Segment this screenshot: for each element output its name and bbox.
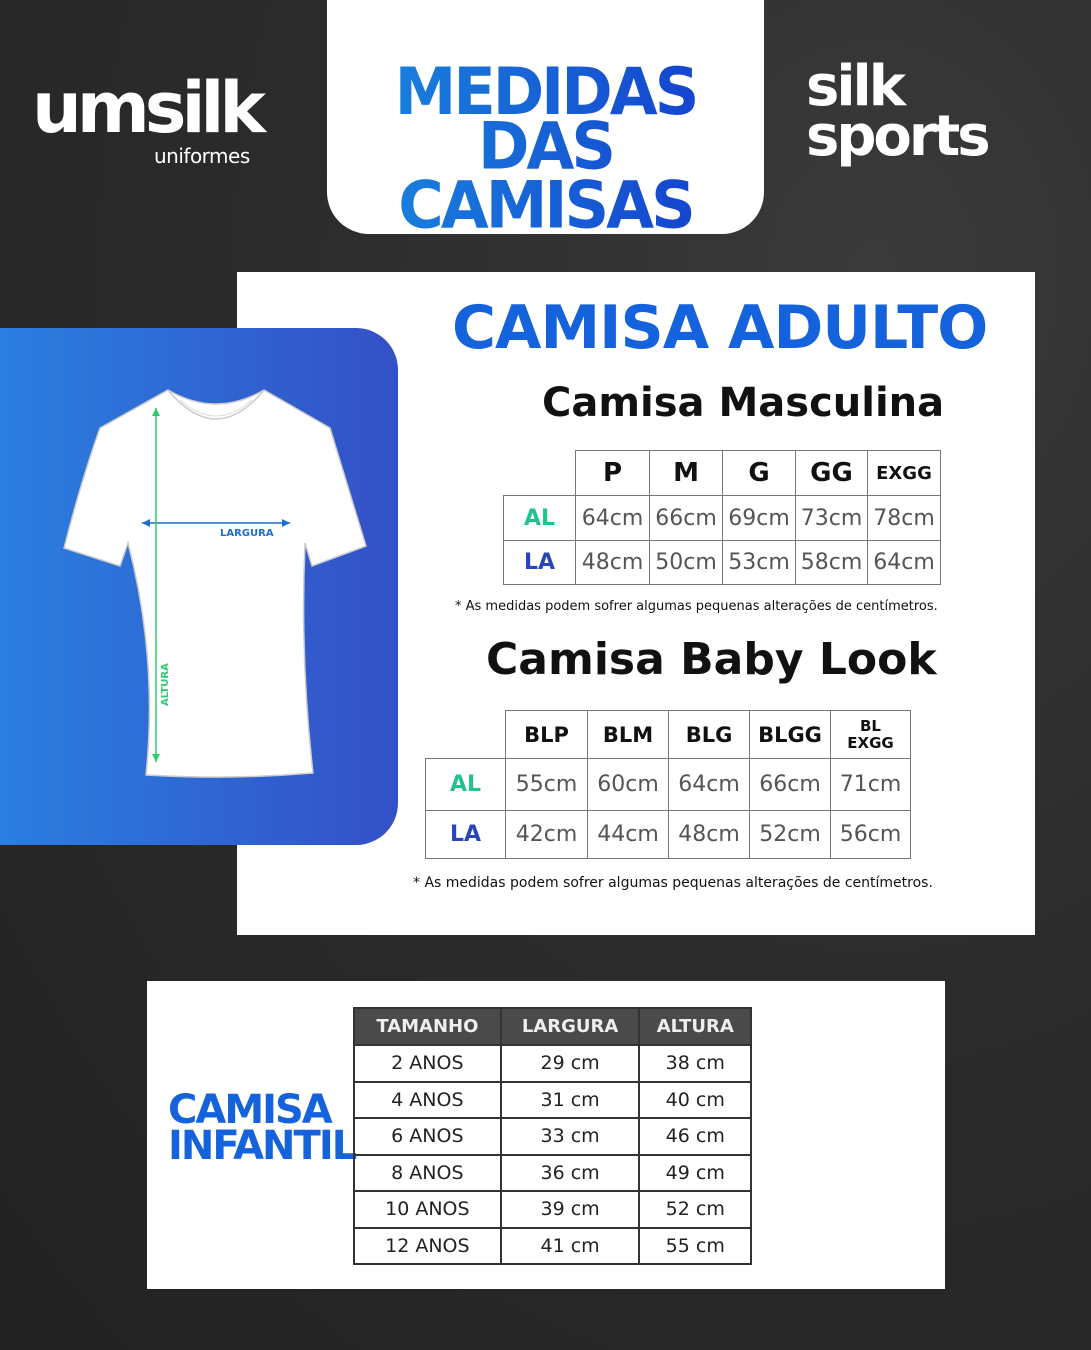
table-cell: 38 cm bbox=[638, 1044, 752, 1083]
width-label: LARGURA bbox=[220, 528, 274, 539]
tshirt-diagram: LARGURA ALTURA bbox=[63, 389, 367, 778]
table-cell: 40 cm bbox=[638, 1080, 752, 1119]
table-cell: 49 cm bbox=[638, 1153, 752, 1192]
table-row: LA 48cm 50cm 53cm 58cm 64cm bbox=[503, 540, 941, 585]
table-row: 8 ANOS 36 cm 49 cm bbox=[353, 1153, 752, 1192]
table-row: 2 ANOS 29 cm 38 cm bbox=[353, 1044, 752, 1083]
table-cell: 6 ANOS bbox=[353, 1117, 502, 1156]
kids-title: CAMISA INFANTIL bbox=[168, 1087, 357, 1169]
table-cell: 29 cm bbox=[499, 1044, 641, 1083]
header-title-line2: DAS CAMISAS bbox=[327, 114, 764, 238]
table-cell: 39 cm bbox=[499, 1190, 641, 1229]
shirt-card: LARGURA ALTURA bbox=[0, 328, 398, 845]
table-cell: 36 cm bbox=[499, 1153, 641, 1192]
table-row: 4 ANOS 31 cm 40 cm bbox=[353, 1080, 752, 1119]
table-cell: 2 ANOS bbox=[353, 1044, 502, 1083]
masculina-note: * As medidas podem sofrer algumas pequen… bbox=[455, 599, 938, 614]
babylook-table: BLP BLM BLG BLGG BL EXGG AL 55cm 60cm 64cm… bbox=[425, 710, 911, 859]
table-cell: 41 cm bbox=[499, 1226, 641, 1265]
masculina-title: Camisa Masculina bbox=[542, 380, 945, 426]
header-card: MEDIDAS DAS CAMISAS bbox=[327, 0, 764, 238]
table-cell: 33 cm bbox=[499, 1117, 641, 1156]
kids-table: TAMANHO LARGURA ALTURA 2 ANOS 29 cm 38 cm 4 A… bbox=[353, 1007, 752, 1265]
silk-sports-logo: silk sports bbox=[806, 54, 991, 169]
height-label: ALTURA bbox=[160, 663, 171, 706]
table-cell: 55 cm bbox=[638, 1226, 752, 1265]
table-cell: 8 ANOS bbox=[353, 1153, 502, 1192]
adult-title: CAMISA ADULTO bbox=[452, 293, 988, 363]
masculina-table: P M G GG EXGG AL 64cm 66cm 69cm 73cm 78cm LA… bbox=[503, 450, 941, 585]
table-row: LA 42cm 44cm 48cm 52cm 56cm bbox=[425, 810, 911, 859]
table-row: 12 ANOS 41 cm 55 cm bbox=[353, 1226, 752, 1265]
header-title-line1: MEDIDAS bbox=[327, 59, 764, 124]
table-cell: 46 cm bbox=[638, 1117, 752, 1156]
table-cell: 52 cm bbox=[638, 1190, 752, 1229]
table-cell: 10 ANOS bbox=[353, 1190, 502, 1229]
table-row: AL 55cm 60cm 64cm 66cm 71cm bbox=[425, 758, 911, 811]
table-row: 10 ANOS 39 cm 52 cm bbox=[353, 1190, 752, 1229]
table-cell: 4 ANOS bbox=[353, 1080, 502, 1119]
babylook-title: Camisa Baby Look bbox=[486, 634, 937, 685]
table-row: AL 64cm 66cm 69cm 73cm 78cm bbox=[503, 495, 941, 541]
table-row: 6 ANOS 33 cm 46 cm bbox=[353, 1117, 752, 1156]
babylook-note: * As medidas podem sofrer algumas pequen… bbox=[413, 875, 933, 891]
umsilk-logo: umsilk uniformes bbox=[32, 67, 266, 168]
table-cell: 12 ANOS bbox=[353, 1226, 502, 1265]
table-cell: 31 cm bbox=[499, 1080, 641, 1119]
tshirt-icon bbox=[63, 389, 367, 778]
